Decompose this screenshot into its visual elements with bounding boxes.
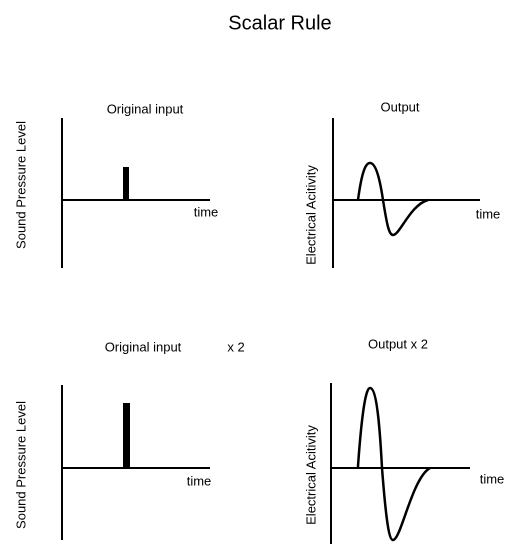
y-label: Sound Pressure Level — [13, 401, 28, 529]
multiplier: x 2 — [227, 339, 244, 354]
panel-title: Output — [380, 99, 419, 114]
x-label: time — [476, 206, 501, 221]
panel-title: Original input — [105, 339, 182, 354]
pulse — [123, 167, 129, 200]
x-label: time — [480, 471, 505, 486]
waveform — [356, 386, 431, 542]
pulse — [123, 403, 130, 468]
waveform — [356, 161, 429, 237]
panel-title: Output x 2 — [368, 336, 428, 351]
y-label: Electrical Acitivity — [303, 425, 318, 525]
y-label: Sound Pressure Level — [13, 121, 28, 249]
x-label: time — [194, 204, 219, 219]
y-label: Electrical Acitivity — [303, 165, 318, 265]
x-label: time — [187, 473, 212, 488]
title: Scalar Rule — [228, 12, 331, 34]
panel-title: Original input — [107, 101, 184, 116]
